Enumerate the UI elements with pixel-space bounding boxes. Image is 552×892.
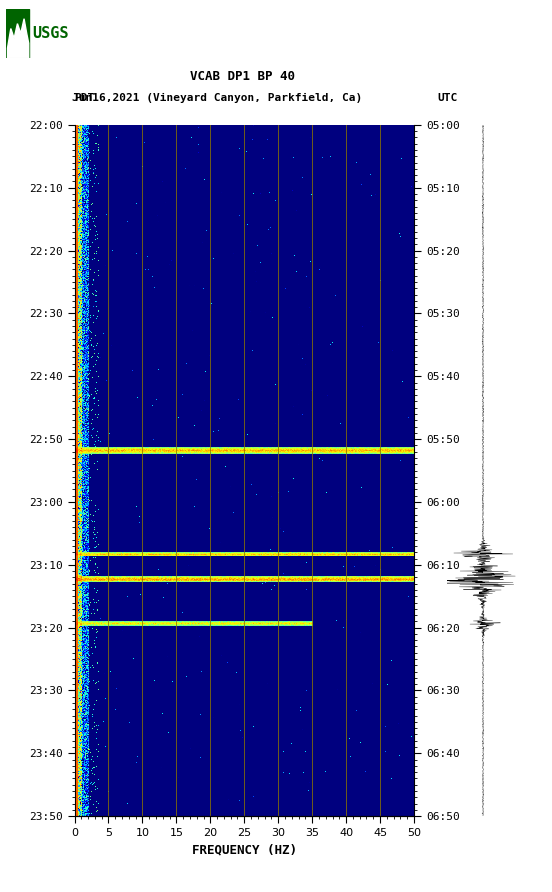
Bar — [6, 9, 29, 58]
Text: PDT: PDT — [75, 93, 95, 103]
Text: Jun16,2021 (Vineyard Canyon, Parkfield, Ca): Jun16,2021 (Vineyard Canyon, Parkfield, … — [72, 93, 362, 103]
Text: USGS: USGS — [32, 26, 68, 41]
Text: UTC: UTC — [437, 93, 457, 103]
X-axis label: FREQUENCY (HZ): FREQUENCY (HZ) — [192, 844, 297, 856]
Text: VCAB DP1 BP 40: VCAB DP1 BP 40 — [190, 70, 295, 83]
Polygon shape — [8, 19, 29, 58]
